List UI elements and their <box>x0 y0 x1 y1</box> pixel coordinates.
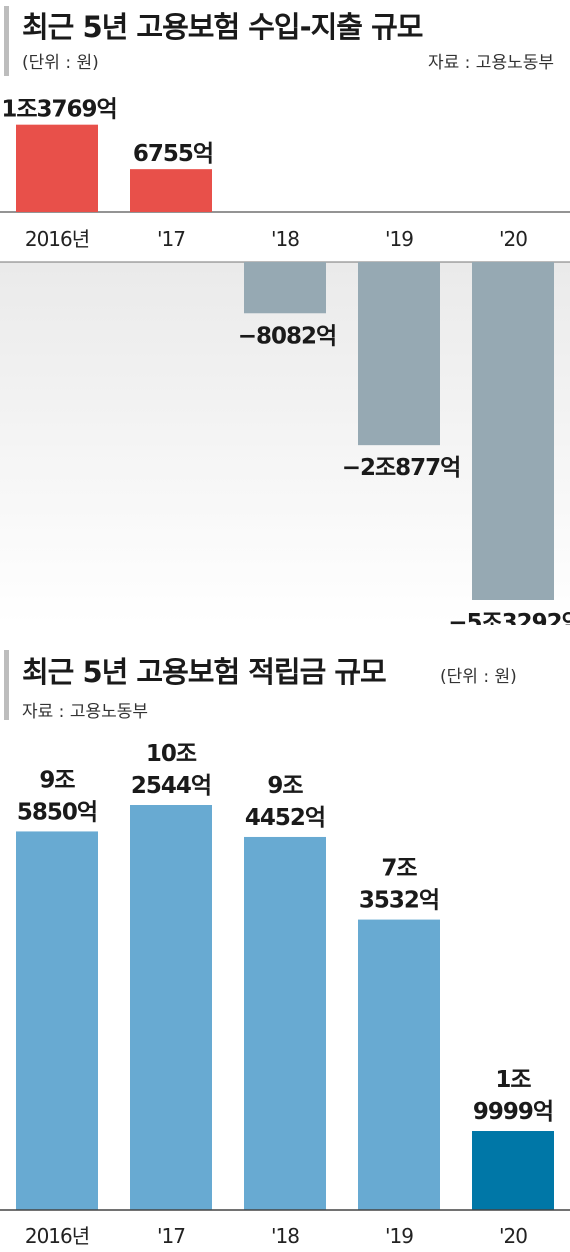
x-tick-label: 2016년 <box>25 227 89 251</box>
x-tick-label: '17 <box>157 1224 185 1248</box>
bar-positive <box>16 124 98 212</box>
bar-negative <box>244 262 326 314</box>
bar-value-label: 6755억 <box>133 141 213 167</box>
bar-value-label: −2조877억 <box>342 455 461 481</box>
balance-chart-unit: (단위 : 원) <box>22 53 99 73</box>
bar-value-label: −8082억 <box>238 323 336 349</box>
x-tick-label: 2016년 <box>25 1224 89 1248</box>
balance-chart-plot: 1조3769억 2016년 6755억 '17 −8082억 '18 −2조877억 '19 −… <box>0 97 570 625</box>
balance-chart-source: 자료 : 고용노동부 <box>427 53 554 73</box>
x-tick-label: '18 <box>271 1224 299 1248</box>
bar-value-label: −5조3292억 <box>448 610 570 625</box>
bar-fund <box>358 919 440 1210</box>
x-tick-label: '19 <box>385 1224 413 1248</box>
title-accent-bar <box>4 650 9 720</box>
fund-chart-unit: (단위 : 원) <box>440 667 517 687</box>
bar-value-label-trillion: 10조 <box>146 741 197 767</box>
title-accent-bar <box>4 6 9 76</box>
x-tick-label: '20 <box>499 1224 527 1248</box>
x-tick-label: '19 <box>385 227 413 251</box>
bar-value-label-hundred-million: 5850억 <box>17 799 97 825</box>
bar-negative <box>472 262 554 600</box>
bar-fund <box>244 836 326 1210</box>
x-tick-label: '18 <box>271 227 299 251</box>
bar-fund <box>16 831 98 1210</box>
bar-value-label-trillion: 1조 <box>495 1067 531 1093</box>
fund-chart-title: 최근 5년 고용보험 적립금 규모 <box>22 655 387 689</box>
fund-chart-source: 자료 : 고용노동부 <box>22 702 149 722</box>
x-tick-label: '17 <box>157 227 185 251</box>
fund-chart-panel: 최근 5년 고용보험 적립금 규모 (단위 : 원) 자료 : 고용노동부 9조… <box>0 625 570 1252</box>
bar-value-label-trillion: 7조 <box>381 856 417 882</box>
bar-positive <box>130 169 212 212</box>
bar-value-label-hundred-million: 9999억 <box>473 1099 553 1125</box>
x-tick-label: '20 <box>499 227 527 251</box>
bar-value-label: 1조3769억 <box>1 97 116 123</box>
bar-value-label-trillion: 9조 <box>39 767 75 793</box>
fund-chart-plot: 9조 5850억 2016년 10조 2544억 '17 9조 4452억 '18 7조 3532억… <box>0 741 570 1248</box>
bar-value-label-trillion: 9조 <box>267 773 303 799</box>
bar-value-label-hundred-million: 4452억 <box>245 805 325 831</box>
bar-fund <box>472 1131 554 1210</box>
bar-value-label-hundred-million: 3532억 <box>359 888 439 914</box>
bar-negative <box>358 262 440 446</box>
bar-fund <box>130 805 212 1210</box>
bar-value-label-hundred-million: 2544억 <box>131 773 211 799</box>
balance-chart-title: 최근 5년 고용보험 수입-지출 규모 <box>22 10 423 44</box>
balance-chart-panel: 최근 5년 고용보험 수입-지출 규모 (단위 : 원) 자료 : 고용노동부 … <box>0 0 570 625</box>
